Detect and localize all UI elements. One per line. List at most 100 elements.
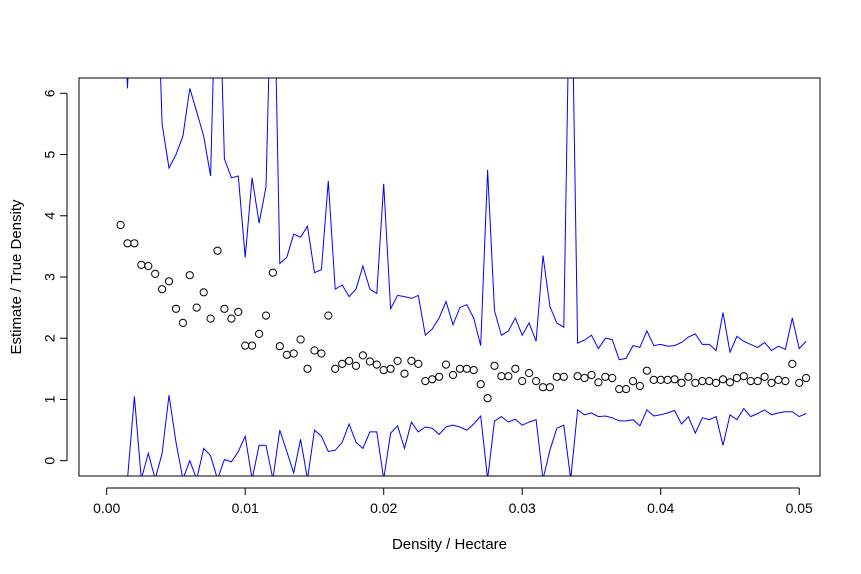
data-point <box>400 369 409 378</box>
data-point <box>511 364 520 373</box>
data-point <box>594 378 603 387</box>
data-point <box>414 359 423 368</box>
data-point <box>317 349 326 358</box>
data-point <box>234 307 243 316</box>
data-point <box>718 375 728 384</box>
data-point <box>345 356 354 365</box>
x-tick-label: 0.04 <box>647 500 674 516</box>
data-point <box>462 364 471 373</box>
data-point <box>261 311 271 320</box>
data-point <box>767 378 776 387</box>
x-tick-label: 0.02 <box>370 500 397 516</box>
data-point <box>725 378 735 387</box>
data-point <box>310 346 319 355</box>
data-point <box>670 375 679 384</box>
data-point <box>123 239 132 248</box>
data-point <box>358 351 367 360</box>
data-point <box>573 372 582 381</box>
plot-content <box>116 78 811 476</box>
data-point <box>372 360 381 369</box>
data-point <box>559 372 568 381</box>
data-point <box>532 377 541 386</box>
data-point <box>448 370 458 380</box>
y-tick-label: 3 <box>42 273 58 281</box>
data-point <box>206 314 215 323</box>
data-point <box>760 372 769 381</box>
data-point <box>158 285 167 294</box>
y-tick-label: 0 <box>42 457 58 465</box>
data-point <box>698 377 707 386</box>
data-point <box>241 341 250 350</box>
data-point <box>455 364 464 373</box>
data-point <box>476 380 485 389</box>
data-point <box>199 288 208 297</box>
data-point <box>732 373 742 383</box>
data-point <box>753 377 762 386</box>
data-point <box>282 350 291 359</box>
data-point <box>705 377 714 386</box>
data-point <box>220 304 229 313</box>
data-point <box>587 370 596 380</box>
data-point <box>642 366 652 375</box>
data-point <box>490 361 499 370</box>
x-tick-label: 0.03 <box>509 500 536 516</box>
data-point <box>331 364 340 373</box>
data-point <box>130 239 139 248</box>
data-point <box>296 335 305 344</box>
data-point <box>151 269 160 278</box>
data-point <box>552 372 561 381</box>
data-point <box>504 372 513 381</box>
data-point <box>428 375 437 384</box>
data-point <box>781 377 790 386</box>
data-point <box>497 372 506 381</box>
data-point <box>303 364 312 373</box>
lower-bound-line <box>127 395 807 476</box>
data-point <box>116 220 125 230</box>
data-point <box>137 260 146 269</box>
y-tick-label: 4 <box>42 212 58 220</box>
plot-box <box>78 77 821 477</box>
data-point <box>691 378 700 387</box>
data-point <box>746 377 755 386</box>
y-axis-title: Estimate / True Density <box>8 199 25 355</box>
data-point <box>213 246 222 255</box>
data-point <box>469 366 478 375</box>
data-point <box>421 377 430 386</box>
data-point <box>608 373 617 383</box>
y-tick-label: 2 <box>42 334 58 342</box>
data-point <box>601 372 610 381</box>
data-point <box>379 366 388 375</box>
data-point <box>324 311 333 320</box>
data-point <box>268 268 277 277</box>
data-point <box>164 277 174 286</box>
data-point <box>656 375 665 384</box>
data-point <box>386 364 395 373</box>
data-point <box>227 314 236 323</box>
data-point <box>538 383 548 392</box>
data-point <box>739 372 748 381</box>
data-point <box>622 385 631 394</box>
data-point <box>185 271 194 280</box>
data-point <box>178 318 187 327</box>
data-point <box>774 375 783 384</box>
data-point <box>615 385 624 394</box>
y-axis: 0 1 2 3 4 5 6 <box>42 89 68 465</box>
data-point <box>712 378 721 387</box>
data-point <box>441 360 451 369</box>
data-point <box>255 329 264 338</box>
data-point <box>580 373 589 383</box>
data-point <box>628 377 638 386</box>
x-tick-label: 0.05 <box>786 500 813 516</box>
data-point <box>289 349 298 358</box>
data-point <box>788 359 797 368</box>
x-tick-label: 0.00 <box>93 500 120 516</box>
data-point <box>171 304 181 313</box>
y-tick-label: 5 <box>42 150 58 158</box>
data-point <box>483 394 492 403</box>
data-point <box>435 372 444 381</box>
data-point <box>192 303 201 312</box>
data-point <box>649 375 658 384</box>
data-point <box>351 361 361 370</box>
data-point <box>407 356 416 365</box>
